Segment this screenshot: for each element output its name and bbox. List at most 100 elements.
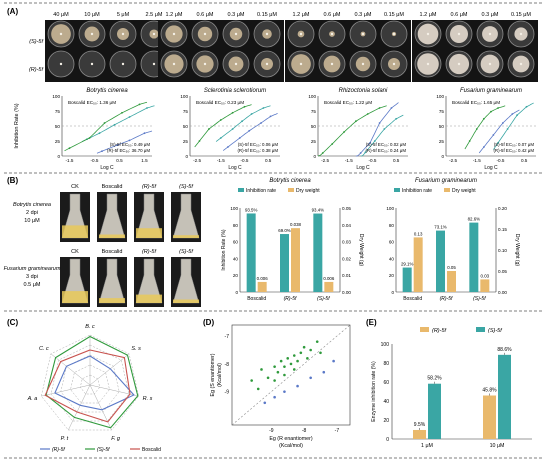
legend-inhibition: Inhibition rate: [402, 188, 432, 194]
data-point: [208, 128, 210, 130]
inoculum-plug: [426, 62, 430, 66]
bar-value-label: 88.6%: [497, 347, 512, 353]
panel-label-a: (A): [7, 7, 18, 16]
y-tick-label: 0: [386, 437, 389, 443]
data-point: [101, 150, 103, 153]
y2-tick-label: 0.00: [342, 290, 351, 295]
enzyme-bar: [428, 383, 441, 439]
y-tick-label: 20: [389, 273, 395, 278]
flask-dose-1: 10 μM: [24, 218, 40, 224]
radar-spoke: [41, 384, 91, 397]
flask-dose-2: 0.5 μM: [24, 282, 41, 288]
y-tick-label: 0: [441, 154, 444, 159]
category-label: Boscalid: [403, 296, 422, 302]
enzyme-bar: [413, 429, 426, 439]
scatter-point: [302, 345, 306, 349]
data-point: [243, 105, 246, 108]
inoculum-plug: [59, 62, 63, 66]
bar-dry-weight: [324, 281, 334, 292]
bar-value-label: 0.006: [257, 276, 269, 281]
y2-axis-label: Dry Weight (g): [358, 234, 364, 266]
legend-swatch-dry-weight: [288, 188, 294, 192]
y2-tick-label: 0.04: [342, 223, 351, 228]
row-label-r: (R)-5f: [29, 67, 44, 73]
inoculum-plug: [488, 62, 492, 66]
data-point: [475, 128, 478, 130]
data-point: [103, 122, 106, 124]
inoculum-plug: [203, 32, 207, 36]
bar-inhibition: [313, 213, 323, 292]
scatter-point: [283, 373, 286, 377]
data-point: [146, 107, 148, 109]
inoculum-plug: [234, 32, 238, 36]
y2-axis-label: Dry Weight (g): [514, 234, 520, 266]
data-point: [241, 120, 244, 123]
y2-tick-label: 0.05: [498, 269, 507, 274]
bar-inhibition: [436, 230, 445, 292]
data-point: [354, 120, 357, 123]
culture-medium: [62, 291, 88, 303]
chart-title: Botrytis cinerea: [86, 88, 128, 94]
scatter-point: [283, 390, 286, 393]
bar-chart-title: Botrytis cinerea: [269, 178, 311, 184]
panel-label-e: (E): [366, 318, 377, 327]
chart-title: Rhizoctonia solani: [339, 88, 388, 94]
data-point: [501, 122, 504, 124]
y-tick-label: 80: [389, 223, 395, 228]
data-point: [248, 129, 251, 132]
concentration-label: 5 μM: [117, 12, 130, 18]
bar-value-label: 82.6%: [468, 217, 481, 222]
legend-swatch: [476, 327, 485, 332]
concentration-label: 1.2 μM: [166, 12, 183, 18]
flask-pathogen-2: Fusarium graminearum: [4, 266, 61, 272]
y-tick-label: 60: [389, 240, 395, 245]
legend-label: (R)-5f: [52, 447, 65, 453]
y-tick-label: 40: [383, 399, 389, 405]
legend-inhibition: Inhibition rate: [246, 188, 276, 194]
fit-curve: [222, 113, 278, 151]
data-point: [88, 137, 91, 139]
y-tick-label: 100: [180, 94, 188, 99]
concentration-label: 0.3 μM: [482, 12, 499, 18]
data-point: [490, 110, 492, 113]
inoculum-plug: [457, 32, 461, 36]
concentration-label: 0.15 μM: [257, 12, 277, 18]
concentration-label: 0.6 μM: [324, 12, 341, 18]
data-point: [343, 131, 345, 133]
radar-axis-label: F. g: [111, 436, 121, 442]
data-point: [373, 140, 376, 142]
scatter-point: [315, 340, 319, 343]
x-axis-unit: (Kcal/mol): [279, 443, 303, 449]
inoculum-plug: [265, 32, 269, 36]
data-point: [121, 111, 123, 114]
inoculum-plug: [121, 62, 125, 66]
fit-curve: [64, 101, 148, 152]
data-point: [269, 115, 272, 118]
scatter-point: [250, 379, 253, 382]
inoculum-plug: [330, 32, 334, 36]
y-tick-label: 60: [233, 240, 239, 245]
scatter-point: [273, 365, 276, 368]
enzyme-bar: [498, 354, 511, 439]
x-tick-label: 0.5: [265, 158, 272, 163]
flask-side-labels-1: Botrytis cinerea 2 dpi 10 μM: [13, 202, 51, 224]
legend-r-ec50: (R)-5f EC₅₀: 0.24 μM: [365, 148, 406, 153]
y2-tick-label: 0.05: [342, 206, 351, 211]
radar-series: [44, 349, 131, 423]
panel-label-d: (D): [203, 318, 214, 327]
inoculum-plug: [121, 32, 125, 36]
x-tick-label: -0.5: [241, 158, 249, 163]
y-axis-label: Inhibition Rate (%): [14, 103, 20, 148]
legend-r-ec50: (R)-5f EC₅₀: 36.70 μM: [107, 148, 150, 153]
data-point: [219, 119, 222, 121]
radar-axis-label: B. c: [85, 324, 95, 330]
y-tick-label: 0: [235, 290, 238, 295]
x-tick-label: -2.5: [193, 158, 201, 163]
y-tick-label: 60: [383, 380, 389, 386]
y2-tick-label: 0.00: [498, 290, 507, 295]
flask-label: Boscalid: [102, 184, 123, 190]
bar-dry-weight: [480, 279, 490, 292]
radar-axis-label: C. c: [39, 346, 49, 352]
y-axis-label: Eg (S enantiomer): [210, 353, 216, 396]
concentration-label: 1.2 μM: [420, 12, 437, 18]
